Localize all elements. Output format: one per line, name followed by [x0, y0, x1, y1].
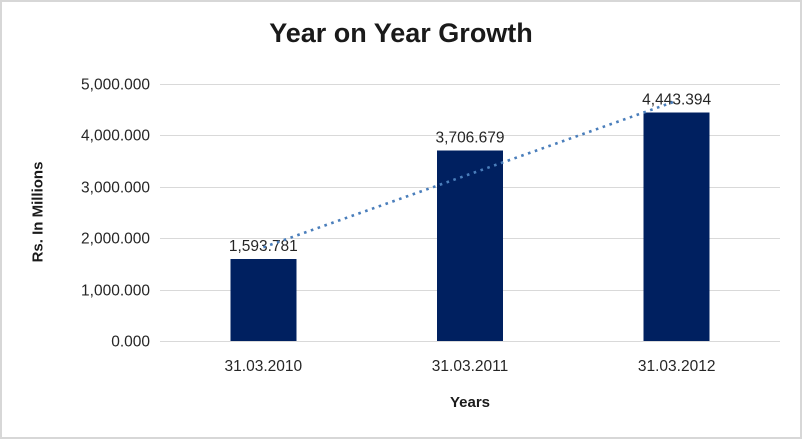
- bar-value-label: 3,706.679: [436, 129, 505, 146]
- x-axis-title: Years: [449, 394, 491, 411]
- y-axis-tick-label: 2,000.000: [81, 231, 150, 248]
- x-axis-category-label: 31.03.2011: [432, 358, 508, 375]
- bar: [437, 150, 503, 341]
- y-axis-tick-label: 3,000.000: [81, 180, 150, 197]
- y-axis-tick-label: 4,000.000: [81, 128, 150, 145]
- y-axis-tick-label: 1,000.000: [81, 283, 150, 300]
- bar: [643, 112, 710, 341]
- y-axis-tick-label: 5,000.000: [81, 77, 150, 94]
- bar: [230, 259, 297, 341]
- y-axis-tick-label: 0.000: [111, 334, 150, 351]
- bar-value-label: 4,443.394: [642, 92, 711, 109]
- chart-title: Year on Year Growth: [269, 18, 533, 48]
- x-axis-category-label: 31.03.2010: [225, 358, 303, 375]
- x-axis-category-label: 31.03.2012: [638, 358, 716, 375]
- trendline: [262, 99, 678, 249]
